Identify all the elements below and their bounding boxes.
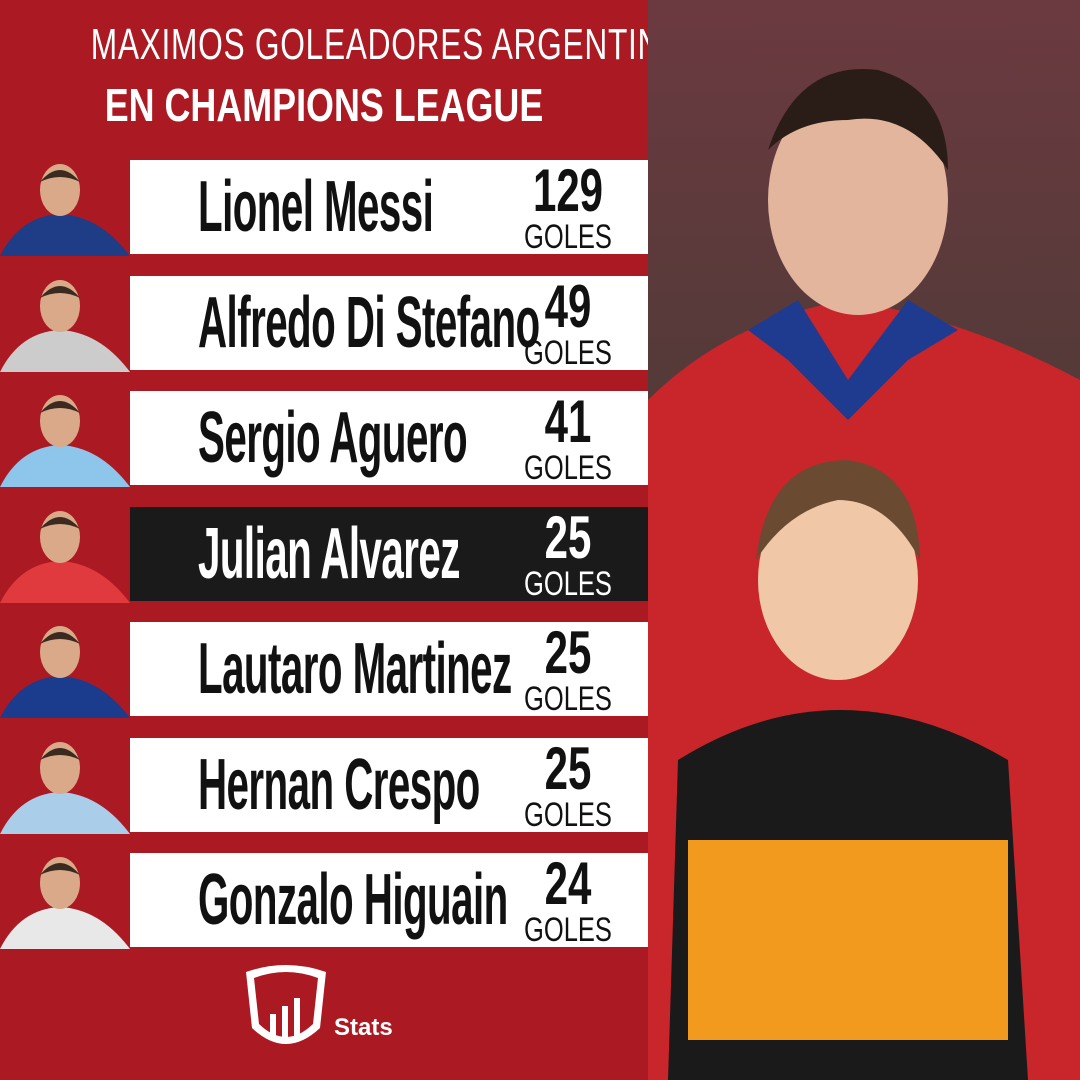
brand: Stats — [334, 1014, 393, 1041]
goals: 49 — [544, 272, 592, 340]
player-row: Julian Alvarez 25 GOLES — [130, 504, 648, 603]
logo — [246, 965, 326, 1044]
player-portrait — [0, 503, 150, 603]
goals: 25 — [544, 503, 592, 571]
player-row: Gonzalo Higuain 24 GOLES — [130, 850, 648, 949]
goals-unit: GOLES — [524, 564, 612, 603]
portrait-art — [0, 395, 130, 487]
goals-unit: GOLES — [524, 218, 612, 256]
player-name: Lionel Messi — [198, 167, 434, 247]
player-portrait — [0, 272, 150, 372]
goals-unit: GOLES — [524, 911, 612, 949]
goals: 129 — [532, 157, 604, 224]
player-portrait — [0, 734, 150, 834]
goals-unit: GOLES — [524, 680, 612, 718]
goals: 41 — [544, 388, 592, 455]
goals-unit: GOLES — [524, 795, 612, 834]
player-name: Gonzalo Higuain — [198, 860, 508, 940]
goals-unit: GOLES — [524, 333, 612, 372]
goals: 25 — [544, 619, 592, 686]
portrait-art — [0, 626, 130, 718]
player-portrait — [0, 618, 150, 718]
player-name: Lautaro Martinez — [198, 629, 512, 709]
player-portrait — [0, 387, 150, 487]
player-name: Julian Alvarez — [198, 513, 460, 594]
goals: 25 — [544, 734, 592, 802]
portrait-art — [0, 164, 130, 256]
player-name: Sergio Aguero — [198, 398, 468, 478]
title-line-2: EN CHAMPIONS LEAGUE — [104, 79, 544, 131]
title-line-1: MAXIMOS GOLEADORES ARGENTINOS — [90, 20, 648, 69]
player-name: Hernan Crespo — [198, 744, 480, 825]
player-photo — [648, 0, 1080, 1080]
goals: 24 — [544, 850, 592, 917]
portrait-art — [0, 857, 130, 949]
player-portrait — [0, 156, 150, 256]
player-portrait — [0, 849, 150, 949]
portrait-art — [0, 279, 130, 372]
player-row: Alfredo Di Stefano 49 GOLES — [130, 273, 648, 372]
player-name: Alfredo Di Stefano — [198, 282, 540, 363]
player-row: Lautaro Martinez 25 GOLES — [130, 619, 648, 718]
player-row: Sergio Aguero 41 GOLES — [130, 388, 648, 487]
portrait-art — [0, 741, 130, 834]
player-row: Hernan Crespo 25 GOLES — [130, 735, 648, 834]
ranking-panel: MAXIMOS GOLEADORES ARGENTINOS EN CHAMPIO… — [0, 0, 648, 1080]
portrait-art — [0, 510, 130, 603]
player-row: Lionel Messi 129 GOLES — [130, 157, 648, 256]
goals-unit: GOLES — [524, 449, 612, 487]
